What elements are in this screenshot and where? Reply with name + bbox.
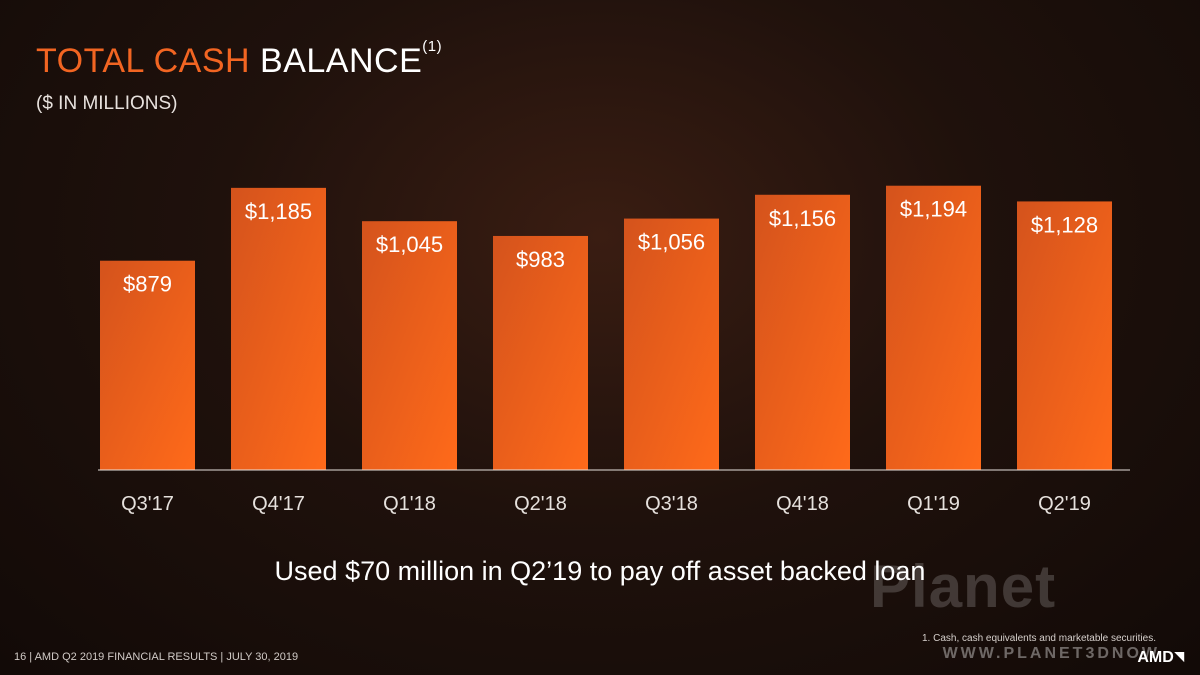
data-label: $879 [123, 272, 172, 297]
data-label: $983 [516, 247, 565, 272]
slide-footer: 16 | AMD Q2 2019 FINANCIAL RESULTS | JUL… [14, 651, 299, 663]
bar-Q2'18 [493, 235, 588, 470]
page-title: TOTAL CASH BALANCE(1) [36, 38, 442, 81]
watermark-url: WWW.PLANET3DNOW [942, 645, 1160, 662]
data-label: $1,056 [638, 230, 705, 255]
subtitle: ($ IN MILLIONS) [36, 93, 178, 114]
amd-logo: AMD◥ [1137, 649, 1184, 666]
data-label: $1,156 [769, 206, 836, 231]
bar-Q4'17 [231, 187, 326, 470]
data-label: $1,185 [245, 199, 312, 224]
footnote: 1. Cash, cash equivalents and marketable… [921, 633, 1156, 644]
data-label: $1,045 [376, 232, 443, 257]
bar-Q3'17 [100, 260, 195, 470]
x-tick-label: Q4'18 [776, 493, 829, 515]
x-tick-label: Q3'17 [121, 493, 174, 515]
chart-note: Used $70 million in Q2’19 to pay off ass… [274, 556, 926, 586]
x-tick-label: Q3'18 [645, 493, 698, 515]
bar-Q3'18 [624, 218, 719, 470]
title-white: BALANCE [260, 42, 423, 80]
bar-Q2'19 [1017, 201, 1112, 470]
x-tick-label: Q1'18 [383, 493, 436, 515]
bar-Q1'18 [362, 221, 457, 470]
title-footnote-ref: (1) [422, 38, 443, 55]
bar-Q4'18 [755, 194, 850, 470]
x-tick-label: Q4'17 [252, 493, 305, 515]
amd-arrow-icon: ◥ [1174, 649, 1184, 663]
watermark: Planet [870, 553, 1057, 620]
x-tick-label: Q2'18 [514, 493, 567, 515]
data-label: $1,128 [1031, 212, 1098, 237]
title-orange: TOTAL CASH [36, 42, 251, 80]
x-tick-label: Q2'19 [1038, 493, 1091, 515]
bar-Q1'19 [886, 185, 981, 470]
x-tick-label: Q1'19 [907, 493, 960, 515]
data-label: $1,194 [900, 197, 967, 222]
